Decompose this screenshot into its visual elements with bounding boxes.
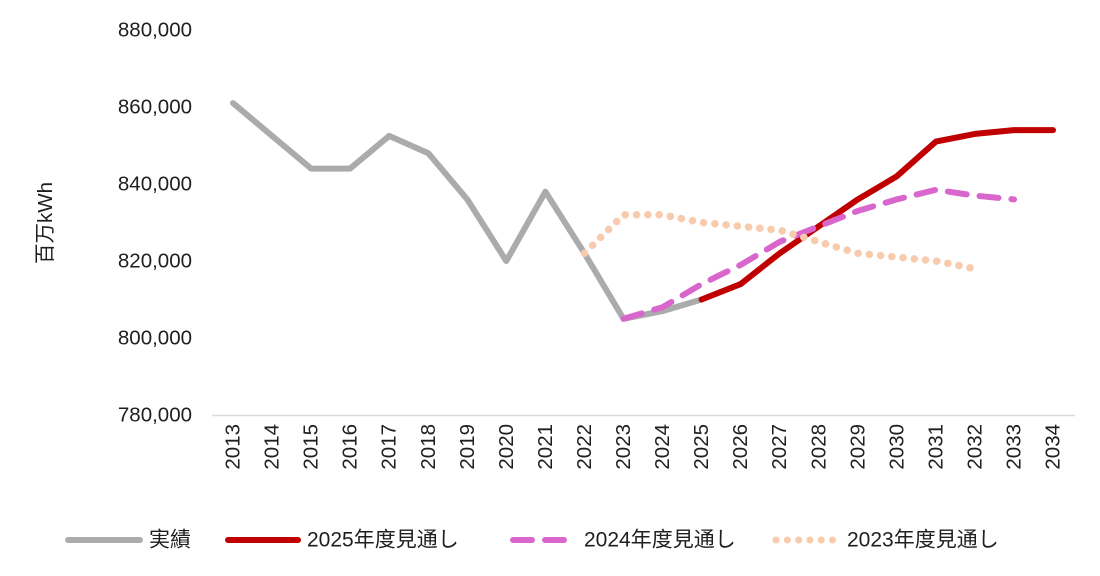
x-tick-label: 2016 bbox=[339, 424, 362, 470]
legend-label-forecast-2025: 2025年度見通し bbox=[307, 529, 459, 552]
x-tick-label: 2020 bbox=[495, 424, 518, 470]
x-tick-label: 2015 bbox=[300, 424, 323, 470]
legend-item-forecast-2025: 2025年度見通し bbox=[225, 529, 459, 552]
x-tick-label: 2029 bbox=[846, 424, 869, 470]
x-tick-label: 2021 bbox=[534, 424, 557, 470]
y-tick-label: 780,000 bbox=[118, 404, 192, 427]
legend-label-actual: 実績 bbox=[149, 529, 191, 552]
x-tick-label: 2025 bbox=[690, 424, 713, 470]
series-line-forecast-2024 bbox=[620, 186, 1017, 322]
x-tick-label: 2018 bbox=[417, 424, 440, 470]
x-tick-label: 2027 bbox=[768, 424, 791, 470]
x-tick-label: 2034 bbox=[1042, 424, 1065, 470]
y-tick-label: 880,000 bbox=[118, 19, 192, 42]
series-line-forecast-2025 bbox=[698, 127, 1056, 303]
label-layer: 780,000 800,000 820,000 840,000 860,000 880,0… bbox=[118, 19, 1065, 470]
y-tick-label: 860,000 bbox=[118, 96, 192, 119]
x-tick-label: 2024 bbox=[651, 424, 674, 470]
x-tick-label: 2033 bbox=[1003, 424, 1026, 470]
series-line-forecast-2023 bbox=[580, 211, 979, 273]
x-tick-label: 2028 bbox=[807, 424, 830, 470]
x-tick-label: 2030 bbox=[885, 424, 908, 470]
y-tick-label: 800,000 bbox=[118, 327, 192, 350]
x-tick-label: 2022 bbox=[573, 424, 596, 470]
legend-item-actual: 実績 bbox=[65, 529, 191, 552]
x-tick-label: 2023 bbox=[612, 424, 635, 470]
series-line-actual bbox=[230, 100, 705, 322]
x-tick-label: 2026 bbox=[729, 424, 752, 470]
y-axis-title: 百万kWh bbox=[34, 182, 57, 264]
x-tick-label: 2014 bbox=[261, 424, 284, 470]
x-tick-label: 2032 bbox=[963, 424, 986, 470]
legend-label-forecast-2023: 2023年度見通し bbox=[847, 529, 999, 552]
y-tick-label: 820,000 bbox=[118, 250, 192, 273]
x-tick-label: 2031 bbox=[924, 424, 947, 470]
x-tick-label: 2013 bbox=[222, 424, 245, 470]
x-tick-label: 2017 bbox=[378, 424, 401, 470]
legend-item-forecast-2024: 2024年度見通し bbox=[510, 529, 736, 552]
legend-label-forecast-2024: 2024年度見通し bbox=[584, 529, 736, 552]
y-tick-label: 840,000 bbox=[118, 173, 192, 196]
legend: 実績 2025年度見通し 2024年度見通し 2023年度見通し bbox=[65, 529, 999, 552]
series-layer bbox=[230, 100, 1056, 322]
x-tick-label: 2019 bbox=[456, 424, 479, 470]
legend-item-forecast-2023: 2023年度見通し bbox=[772, 529, 999, 552]
